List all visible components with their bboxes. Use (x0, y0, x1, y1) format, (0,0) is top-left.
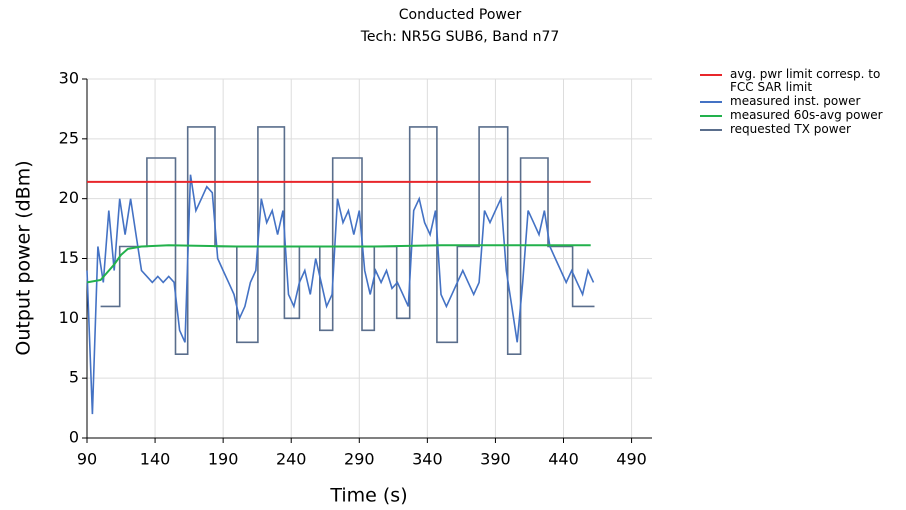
legend-entry: measured 60s-avg power (700, 109, 900, 122)
legend-swatch (700, 129, 722, 131)
x-tick-label: 440 (548, 450, 579, 469)
series-line (86, 174, 595, 415)
legend-entry: requested TX power (700, 123, 900, 136)
x-tick-label: 490 (616, 450, 647, 469)
y-tick-label: 30 (59, 69, 79, 88)
legend: avg. pwr limit corresp. to FCC SAR limit… (700, 68, 900, 137)
x-tick-label: 90 (77, 450, 97, 469)
y-tick-label: 0 (69, 428, 79, 447)
y-axis-title: Output power (dBm) (13, 160, 35, 355)
y-tick-label: 5 (69, 368, 79, 387)
x-tick-label: 290 (344, 450, 375, 469)
x-tick-label: 190 (208, 450, 239, 469)
x-tick-label: 240 (276, 450, 307, 469)
y-tick-label: 25 (59, 128, 79, 147)
y-tick-label: 20 (59, 188, 79, 207)
legend-swatch (700, 74, 722, 76)
y-tick-label: 10 (59, 308, 79, 327)
legend-swatch (700, 101, 722, 103)
x-tick-label: 140 (140, 450, 171, 469)
chart-title: Conducted Power (399, 7, 522, 23)
legend-swatch (700, 115, 722, 117)
legend-label: avg. pwr limit corresp. to FCC SAR limit (730, 67, 881, 94)
chart-subtitle: Tech: NR5G SUB6, Band n77 (360, 29, 560, 45)
legend-entry: avg. pwr limit corresp. to FCC SAR limit (700, 68, 900, 94)
legend-label: measured inst. power (730, 94, 861, 108)
y-tick-label: 15 (59, 248, 79, 267)
x-tick-label: 390 (480, 450, 511, 469)
x-tick-label: 340 (412, 450, 443, 469)
legend-label: measured 60s-avg power (730, 108, 883, 122)
legend-label: requested TX power (730, 122, 851, 136)
series-line (100, 126, 595, 355)
x-axis-title: Time (s) (329, 485, 407, 507)
series-line (86, 244, 591, 284)
legend-entry: measured inst. power (700, 95, 900, 108)
